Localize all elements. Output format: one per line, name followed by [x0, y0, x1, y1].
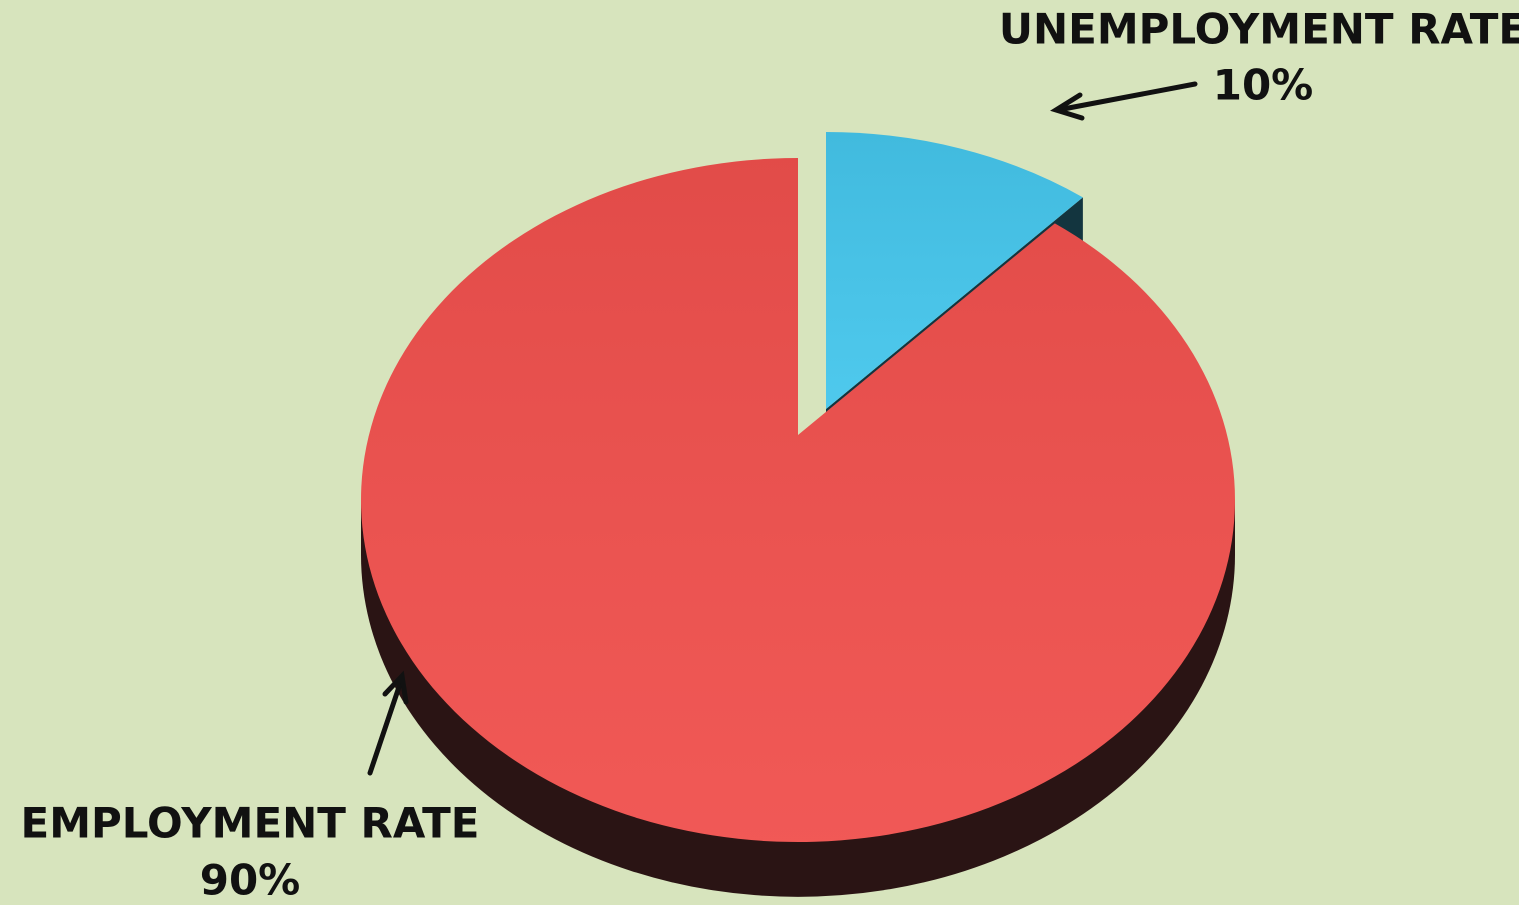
arrow	[1050, 81, 1198, 121]
slice-label: UNEMPLOYMENT RATE	[999, 5, 1519, 54]
slice-value-label: 10%	[1213, 61, 1314, 110]
slice-value-label: 90%	[200, 856, 301, 905]
slice-label: EMPLOYMENT RATE	[21, 799, 480, 848]
arrow	[367, 670, 409, 776]
pie	[361, 132, 1236, 897]
slice-shade	[361, 158, 1236, 842]
slice-shade	[826, 132, 1083, 409]
